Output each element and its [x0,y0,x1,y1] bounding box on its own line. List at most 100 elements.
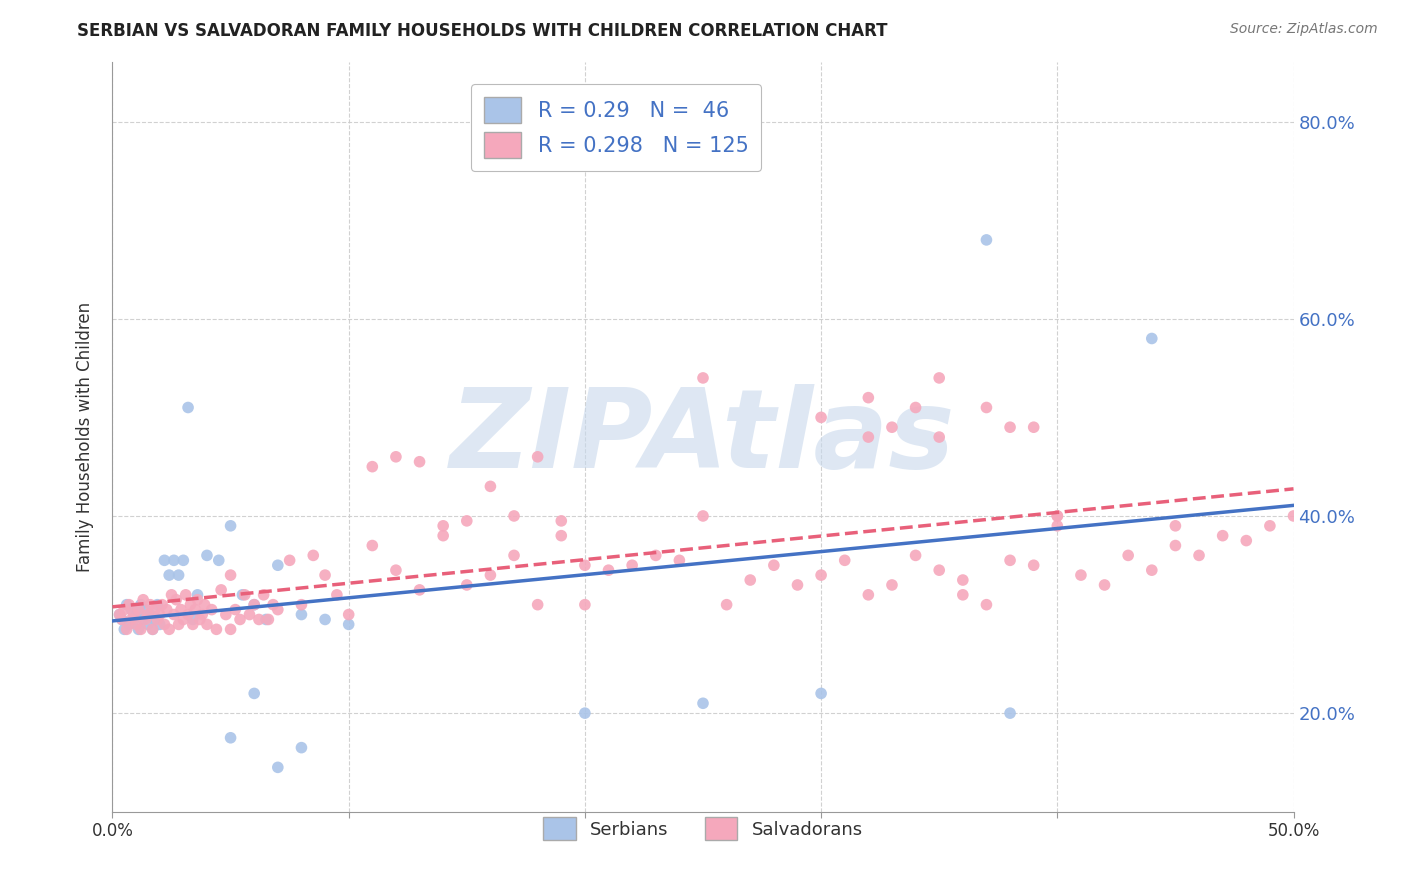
Point [135,612,157,626]
Point [257,612,280,626]
Point [156,602,179,616]
Point [479,479,502,493]
Point [231,588,253,602]
Point [1046,508,1069,523]
Point [668,553,690,567]
Point [503,508,526,523]
Point [219,731,242,745]
Point [1022,558,1045,573]
Point [139,607,162,622]
Point [188,612,211,626]
Point [267,760,290,774]
Point [290,598,312,612]
Point [762,558,785,573]
Point [1046,518,1069,533]
Point [120,602,142,616]
Point [550,514,572,528]
Point [122,612,145,626]
Point [205,623,228,637]
Point [229,612,252,626]
Point [262,598,284,612]
Point [243,598,266,612]
Point [810,410,832,425]
Point [302,549,325,563]
Point [208,553,231,567]
Point [479,568,502,582]
Point [149,607,172,622]
Point [314,612,336,626]
Point [153,617,176,632]
Point [127,602,149,616]
Point [146,612,169,626]
Point [186,592,208,607]
Point [253,588,276,602]
Point [1164,518,1187,533]
Point [142,623,165,637]
Point [191,607,214,622]
Point [1140,563,1163,577]
Point [692,696,714,710]
Point [1212,529,1234,543]
Point [163,553,186,567]
Point [337,607,360,622]
Point [692,371,714,385]
Point [247,612,270,626]
Point [267,558,290,573]
Point [858,588,880,602]
Point [976,233,998,247]
Point [716,598,738,612]
Point [574,706,596,720]
Point [998,706,1021,720]
Point [526,450,548,464]
Point [361,459,384,474]
Point [550,529,572,543]
Point [238,607,260,622]
Point [290,607,312,622]
Point [122,607,145,622]
Point [621,558,644,573]
Point [1046,508,1069,523]
Point [125,607,148,622]
Point [167,568,190,582]
Point [181,612,204,626]
Point [139,598,162,612]
Point [184,602,207,616]
Point [290,740,312,755]
Point [111,612,134,626]
Point [195,617,218,632]
Point [243,598,266,612]
Point [385,450,408,464]
Point [125,617,148,632]
Point [132,612,155,626]
Point [408,582,430,597]
Point [120,612,142,626]
Point [172,612,194,626]
Point [160,588,183,602]
Point [526,598,548,612]
Point [456,514,478,528]
Point [432,518,454,533]
Point [858,391,880,405]
Point [976,401,998,415]
Point [692,508,714,523]
Point [1022,420,1045,434]
Point [177,607,200,622]
Point [150,598,173,612]
Point [143,602,166,616]
Point [1188,549,1211,563]
Point [598,563,620,577]
Point [174,588,197,602]
Point [314,568,336,582]
Point [786,578,808,592]
Point [118,617,141,632]
Legend: Serbians, Salvadorans: Serbians, Salvadorans [536,810,870,847]
Point [810,568,832,582]
Point [129,623,152,637]
Point [115,623,138,637]
Point [215,607,238,622]
Point [998,420,1021,434]
Point [326,588,349,602]
Point [904,549,927,563]
Point [219,623,242,637]
Point [740,573,762,587]
